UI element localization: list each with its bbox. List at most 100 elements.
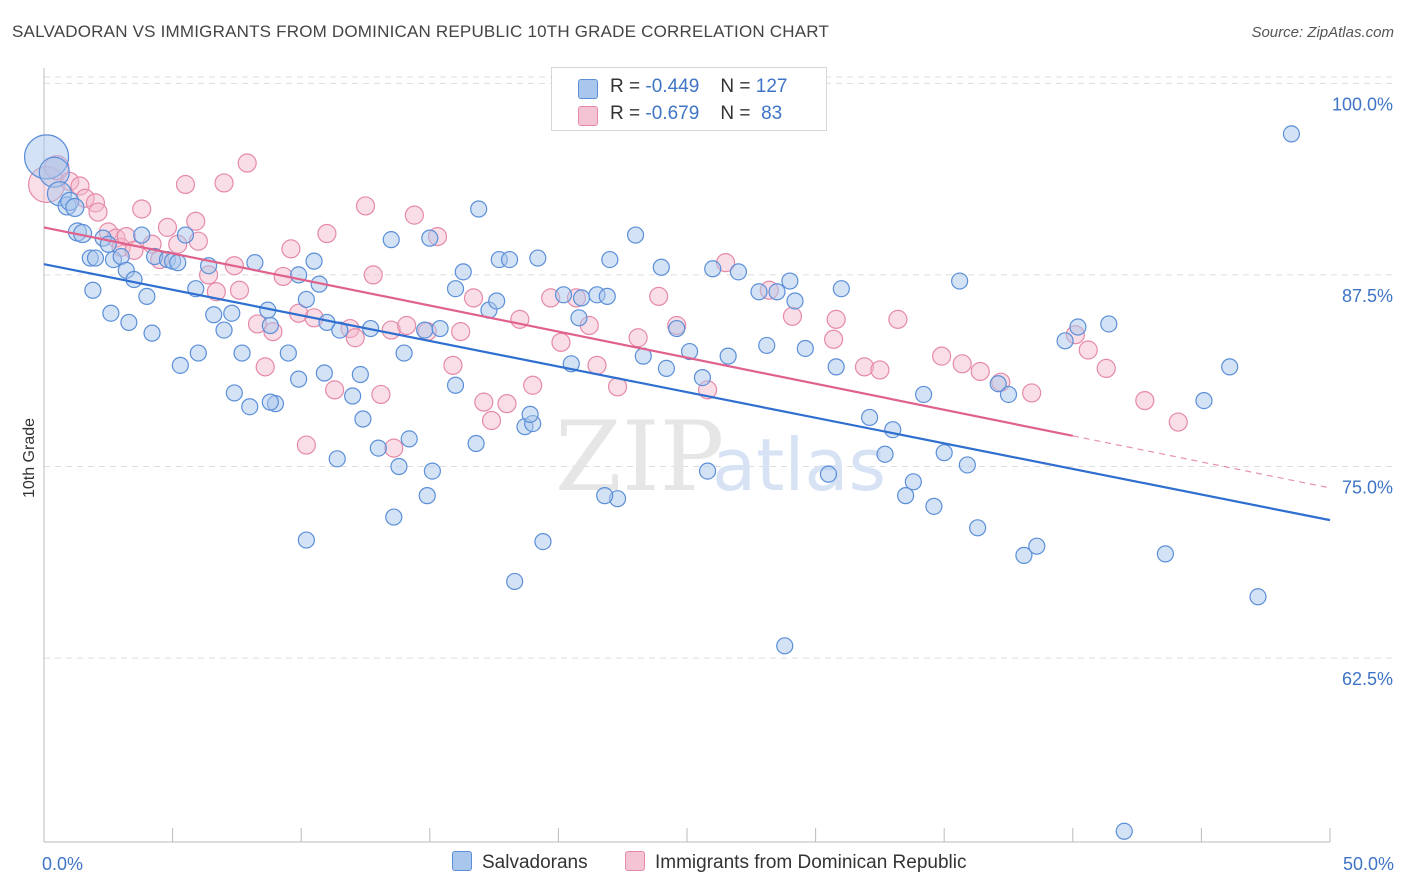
trend-lines bbox=[43, 226, 1331, 522]
salvadoran-point bbox=[796, 339, 814, 358]
salvadoran-point bbox=[176, 226, 195, 244]
dominican-point bbox=[157, 217, 178, 237]
salvadoran-point bbox=[719, 347, 737, 365]
salvadoran-point bbox=[925, 497, 943, 515]
salvadoran-point bbox=[1069, 318, 1087, 336]
salvadoran-point bbox=[506, 572, 524, 591]
dominican-point bbox=[325, 380, 345, 400]
salvadoran-point bbox=[1028, 537, 1046, 555]
salvadoran-point bbox=[120, 313, 138, 332]
salvadoran-point bbox=[969, 519, 987, 537]
dominican-point bbox=[463, 288, 484, 308]
salvadoran-point bbox=[698, 462, 717, 480]
salvadoran-point bbox=[279, 344, 297, 362]
salvadoran-point bbox=[1115, 822, 1133, 840]
salvadoran-point bbox=[776, 637, 794, 655]
dominican-point bbox=[404, 205, 424, 225]
salvadoran-point bbox=[446, 376, 465, 394]
salvadoran-point bbox=[704, 260, 722, 278]
salvadoran-point bbox=[951, 272, 969, 290]
salvadoran-point bbox=[529, 249, 547, 267]
salvadoran-point bbox=[876, 445, 894, 463]
dominican-point bbox=[443, 355, 463, 375]
salvadoran-point bbox=[225, 384, 243, 402]
watermark: ZIP atlas bbox=[555, 401, 886, 513]
salvadoran-point bbox=[488, 292, 506, 310]
salvadoran-point bbox=[305, 252, 323, 270]
salvadoran-point bbox=[133, 226, 151, 244]
correlation-legend: R = -0.449 N = 127 R = -0.679 N = 83 bbox=[551, 67, 827, 131]
salvadoran-point bbox=[241, 398, 259, 416]
salvadoran-point bbox=[750, 283, 768, 301]
salvadoran-point bbox=[1156, 545, 1174, 563]
legend-n-label: N = bbox=[720, 76, 751, 97]
salvadoran-point bbox=[827, 358, 845, 376]
salvadoran-point bbox=[1195, 391, 1213, 410]
dominican-point bbox=[237, 153, 257, 173]
dominican-point bbox=[317, 223, 337, 244]
salvadoran-point bbox=[554, 286, 573, 304]
salvadoran-point bbox=[205, 306, 223, 324]
salvadoran-point bbox=[102, 304, 120, 322]
y-tick-label: 62.5% bbox=[1342, 669, 1393, 689]
dominican-point bbox=[1078, 340, 1098, 360]
dominican-point bbox=[649, 286, 669, 306]
dominican-point bbox=[214, 173, 234, 193]
salvadoran-trend-line bbox=[43, 263, 1331, 522]
salvadoran-point bbox=[693, 369, 712, 387]
salvadoran-point bbox=[423, 462, 441, 480]
axes bbox=[43, 68, 1331, 843]
salvadoran-point bbox=[385, 508, 403, 526]
legend-r-label: R = bbox=[610, 103, 641, 124]
salvadoran-point bbox=[904, 473, 922, 491]
salvadoran-point bbox=[297, 531, 315, 549]
salvadoran-point bbox=[598, 287, 616, 305]
dominican-point bbox=[355, 196, 376, 216]
legend-r-label: R = bbox=[610, 76, 641, 97]
dominican-point bbox=[970, 361, 990, 382]
salvadoran-point bbox=[171, 356, 189, 374]
salvadoran-point bbox=[534, 532, 552, 551]
chart-title: SALVADORAN VS IMMIGRANTS FROM DOMINICAN … bbox=[12, 22, 830, 41]
dominican-point bbox=[1022, 383, 1042, 403]
bottom-legend-salvadorans[interactable]: Salvadorans bbox=[452, 851, 588, 874]
dominican-point bbox=[88, 202, 108, 222]
dominican-point bbox=[186, 211, 206, 231]
dominican-point bbox=[371, 384, 391, 405]
salvadoran-point bbox=[768, 283, 786, 301]
dominican-point bbox=[451, 322, 471, 342]
salvadoran-point bbox=[935, 444, 953, 462]
dominican-point bbox=[296, 435, 316, 455]
salvadoran-point bbox=[897, 487, 915, 505]
salvadoran-point bbox=[431, 319, 449, 338]
dominican-point bbox=[384, 438, 404, 458]
dominican-point bbox=[782, 306, 803, 326]
salvadoran-point bbox=[261, 393, 279, 411]
salvadoran-point bbox=[290, 370, 308, 388]
bottom-legend-dominican[interactable]: Immigrants from Dominican Republic bbox=[625, 851, 967, 874]
salvadoran-point bbox=[786, 292, 804, 310]
salvadoran-point bbox=[915, 385, 933, 404]
dominican-point bbox=[826, 309, 846, 329]
salvadoran-point bbox=[354, 410, 372, 428]
y-tick-label: 75.0% bbox=[1342, 477, 1393, 497]
salvadoran-point bbox=[958, 456, 976, 474]
bottom-legend-label: Immigrants from Dominican Republic bbox=[655, 852, 967, 873]
dominican-point bbox=[281, 239, 301, 259]
dominican-point bbox=[523, 375, 543, 395]
dominican-trend-line bbox=[43, 226, 1074, 437]
dominican-point bbox=[1135, 390, 1155, 411]
legend-n-value: 127 bbox=[755, 76, 788, 97]
salvadoran-point bbox=[1100, 315, 1118, 333]
dominican-trend-extension bbox=[1072, 435, 1331, 489]
salvadoran-point bbox=[297, 290, 315, 309]
salvadoran-point bbox=[261, 316, 279, 335]
bottom-legend-label: Salvadorans bbox=[482, 852, 588, 873]
salvadoran-point bbox=[680, 342, 699, 361]
dominican-point bbox=[229, 280, 250, 300]
dominican-point bbox=[132, 199, 152, 219]
salvadoran-point bbox=[189, 344, 207, 362]
salvadoran-point bbox=[416, 321, 434, 339]
dominican-point bbox=[628, 328, 648, 348]
